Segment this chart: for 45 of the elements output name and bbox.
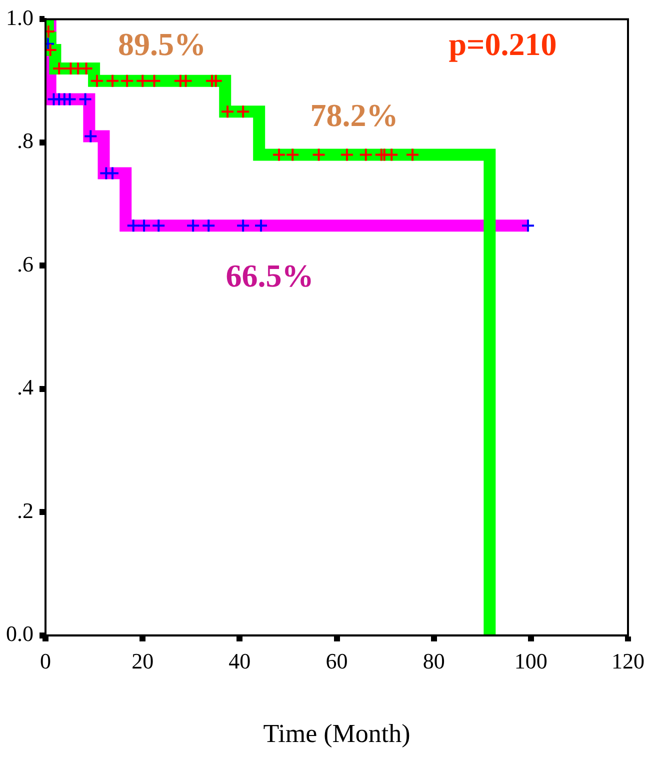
point [52,61,66,76]
point [186,218,200,233]
annotation: p=0.210 [448,26,557,62]
point [120,74,134,88]
point [358,148,373,162]
point [236,218,250,233]
point [126,218,140,233]
point [202,218,216,233]
x-tick-label: 80 [422,648,445,674]
y-tick-label: .2 [17,498,34,523]
point [147,74,162,88]
y-tick-label: .8 [17,128,34,154]
point [254,218,268,233]
point [384,148,399,162]
y-tick-label: .4 [17,374,34,400]
point [521,218,536,233]
annotation: 89.5% [118,26,206,62]
point [405,148,420,162]
y-tick-label: 1.0 [6,4,34,30]
x-tick-label: 60 [326,648,348,674]
point [340,148,354,162]
point [208,74,223,88]
annotation: 66.5% [226,257,314,294]
point [105,166,120,180]
x-tick-label: 100 [514,648,548,674]
point [152,218,166,233]
x-axis-title: Time (Month) [263,719,410,748]
point [236,104,250,119]
point [220,104,235,119]
x-tick-label: 40 [228,648,251,674]
point [272,148,286,162]
point [78,92,92,106]
point [136,74,150,88]
point [105,74,120,88]
y-tick-label: 0.0 [6,621,34,646]
point [137,218,152,233]
point [286,148,300,162]
x-tick-label: 0 [40,648,51,674]
annotation: 78.2% [310,97,398,134]
x-tick-label: 20 [132,648,154,674]
point [84,129,98,144]
point [90,74,104,88]
point [312,148,326,162]
y-tick-label: .6 [17,251,34,276]
x-tick-label: 120 [612,648,644,674]
